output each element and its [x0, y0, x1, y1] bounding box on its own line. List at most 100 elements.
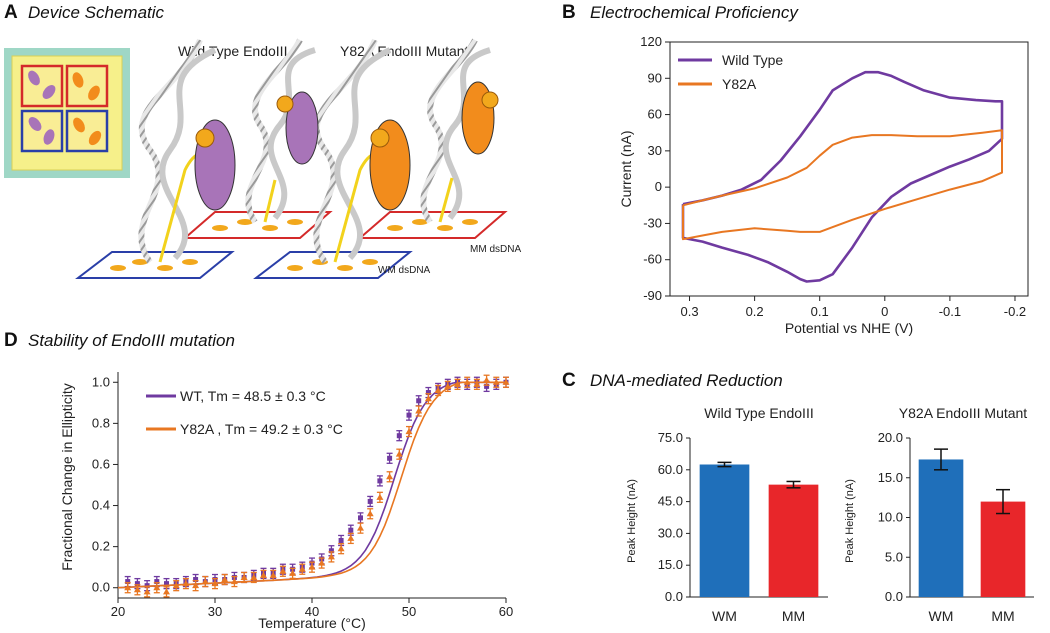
chart-d-ytick-label: 0.2 — [92, 539, 110, 554]
chart-c2-bar-wm — [918, 459, 964, 597]
panel-c-letter: C — [562, 370, 576, 391]
chart-b-xtick-label: 0.2 — [746, 304, 764, 319]
chart-c1-ytick-label: 30.0 — [658, 525, 683, 540]
chart-d-point-wt — [164, 581, 169, 587]
chart-d-point-wt — [154, 579, 160, 585]
chart-d-point-wt — [416, 398, 422, 404]
chart-c2-ytick-label: 15.0 — [878, 470, 903, 485]
panel-d-title: Stability of EndoIII mutation — [28, 331, 235, 350]
chart-d-fit-y82a — [117, 381, 506, 589]
chart-c1-ytick-label: 45.0 — [658, 494, 683, 509]
legend-d-y82a-label: Y82A , Tm = 49.2 ± 0.3 °C — [180, 421, 343, 437]
panel-d: D Stability of EndoIII mutation 20 30 40 50… — [4, 330, 513, 631]
chart-b-xlabel: Potential vs NHE (V) — [785, 320, 913, 336]
chart-c2: 0.0 5.0 10.0 15.0 20.0 WM MM — [878, 430, 1034, 624]
chart-d-point-y82a — [211, 580, 219, 587]
dna-helix-icons — [138, 38, 491, 264]
chart-d-series — [117, 374, 510, 598]
chart-d-point-y82a — [463, 378, 471, 385]
chart-c1-bar-mm — [768, 484, 819, 597]
electrode-mm-mutant — [357, 211, 508, 239]
chart-b-xtick-label: -0.2 — [1004, 304, 1026, 319]
chart-b-ytick-label: -30 — [643, 215, 662, 230]
chart-d-ytick-label: 0.4 — [92, 498, 110, 513]
chart-d-point-y82a — [376, 493, 384, 500]
chart-d-point-y82a — [454, 380, 461, 387]
chart-b-series-wild-type — [681, 70, 1004, 283]
chart-b-ytick-label: 30 — [648, 143, 662, 158]
chart-d-point-y82a — [250, 573, 258, 580]
chart-b-series-y82a — [682, 129, 1003, 241]
chart-c1-ytick-label: 15.0 — [658, 557, 683, 572]
chart-d-point-y82a — [405, 428, 413, 435]
chart-b-xtick-label: 0 — [881, 304, 888, 319]
chart-c2-ytick-label: 0.0 — [885, 589, 903, 604]
panel-a: A Device Schematic Wild Type EndoIII Y82… — [4, 2, 521, 279]
electrode-wm-mutant — [253, 251, 413, 279]
chart-d-point-y82a — [366, 510, 374, 517]
chart-d-point-wt — [348, 527, 354, 533]
chart-d-point-y82a — [230, 578, 238, 585]
panel-a-letter: A — [4, 2, 18, 23]
chart-d-point-y82a — [337, 545, 345, 552]
chart-d-point-y82a — [221, 576, 229, 583]
chart-b-ytick-label: 90 — [648, 70, 662, 85]
chart-d-point-wt — [425, 390, 431, 396]
chart-c1: 0.0 15.0 30.0 45.0 60.0 75.0 WM MM — [658, 430, 828, 624]
panel-c-title: DNA-mediated Reduction — [590, 371, 783, 390]
chart-d-point-y82a — [143, 588, 151, 595]
chart-d-point-y82a — [318, 559, 326, 566]
chart-d-point-wt — [484, 383, 490, 389]
panel-b: B Electrochemical Proficiency 0.3 0.2 0.1 0… — [562, 2, 1029, 336]
chart-b-xtick-label: -0.1 — [939, 304, 961, 319]
chart-b-ytick-label: -90 — [643, 288, 662, 303]
chart-d-xtick-label: 60 — [499, 604, 513, 619]
chart-d-point-y82a — [201, 578, 209, 585]
chart-c2-ytick-label: 10.0 — [878, 510, 903, 525]
chart-d-axes: 20 30 40 50 60 0.0 0.2 0.4 0.6 0.8 1.0 — [92, 372, 513, 619]
label-mutant: Y82A EndoIII Mutant — [340, 43, 469, 59]
chart-b-xtick-label: 0.1 — [811, 304, 829, 319]
chart-c1-ytick-label: 75.0 — [658, 430, 683, 445]
chart-d-point-y82a — [444, 382, 452, 389]
chart-d-ytick-label: 0.8 — [92, 415, 110, 430]
chart-d-point-wt — [338, 537, 344, 543]
chart-b-ytick-label: 60 — [648, 107, 662, 122]
chart-d-point-y82a — [492, 378, 500, 385]
chart-b-ytick-label: 120 — [640, 34, 662, 49]
chart-b-legend: Wild Type Y82A — [678, 52, 783, 92]
device-chip-image — [4, 48, 130, 178]
chart-d-ytick-label: 1.0 — [92, 374, 110, 389]
chart-d-ytick-label: 0.0 — [92, 580, 110, 595]
chart-d-point-y82a — [386, 473, 394, 480]
chart-c2-xtick-label-mm: MM — [991, 608, 1014, 624]
chart-d-ylabel: Fractional Change in Ellipticity — [59, 383, 75, 571]
chart-d-xlabel: Temperature (°C) — [258, 615, 366, 631]
chart-d-point-wt — [406, 412, 412, 418]
chart-b-ytick-label: -60 — [643, 252, 662, 267]
chart-d-point-y82a — [133, 586, 141, 593]
chart-d-point-wt — [377, 478, 383, 484]
chart-b-ytick-label: 0 — [655, 179, 662, 194]
chart-d-fit-wt — [117, 381, 506, 589]
chart-d-point-y82a — [240, 573, 248, 580]
electrode-mm-wildtype — [182, 211, 333, 239]
panel-b-letter: B — [562, 2, 576, 23]
chart-d-point-wt — [125, 579, 131, 585]
chart-d-point-y82a — [415, 407, 423, 414]
chart-d-point-wt — [367, 498, 373, 504]
panel-a-title: Device Schematic — [28, 3, 165, 22]
legend-d-wt-label: WT, Tm = 48.5 ± 0.3 °C — [180, 388, 326, 404]
legend-b-y82a-label: Y82A — [722, 76, 757, 92]
endoiii-protein-icons — [194, 81, 499, 211]
chart-d-point-y82a — [124, 584, 132, 591]
chart-c2-xtick-label-wm: WM — [929, 608, 954, 624]
chart-c1-ytick-label: 60.0 — [658, 462, 683, 477]
chart-d-point-y82a — [308, 563, 316, 570]
panel-b-title: Electrochemical Proficiency — [590, 3, 799, 22]
chart-c1-ylabel: Peak Height (nA) — [626, 479, 638, 563]
chart-d-point-wt — [134, 581, 140, 587]
chart-d-xtick-label: 50 — [402, 604, 416, 619]
chart-c1-title: Wild Type EndoIII — [704, 405, 813, 421]
